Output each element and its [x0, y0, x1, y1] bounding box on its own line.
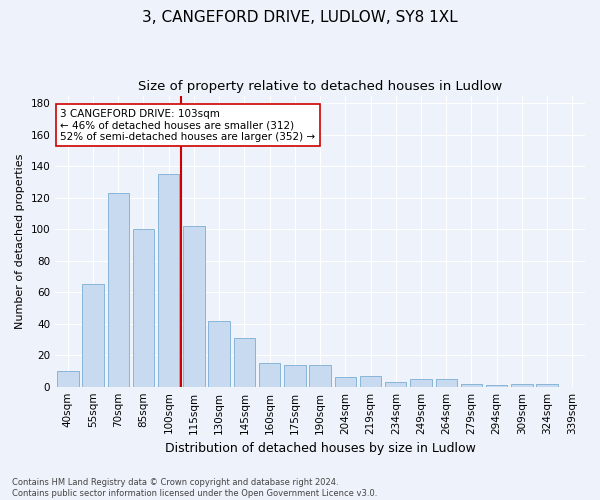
Bar: [133, 230, 154, 386]
Bar: [410, 379, 432, 386]
Title: Size of property relative to detached houses in Ludlow: Size of property relative to detached ho…: [138, 80, 502, 93]
Bar: [385, 382, 406, 386]
Y-axis label: Number of detached properties: Number of detached properties: [15, 154, 25, 329]
Text: 3, CANGEFORD DRIVE, LUDLOW, SY8 1XL: 3, CANGEFORD DRIVE, LUDLOW, SY8 1XL: [142, 10, 458, 25]
Bar: [259, 363, 280, 386]
Bar: [107, 193, 129, 386]
Bar: [335, 377, 356, 386]
Bar: [158, 174, 179, 386]
Text: Contains HM Land Registry data © Crown copyright and database right 2024.
Contai: Contains HM Land Registry data © Crown c…: [12, 478, 377, 498]
Bar: [82, 284, 104, 386]
Bar: [57, 371, 79, 386]
Text: 3 CANGEFORD DRIVE: 103sqm
← 46% of detached houses are smaller (312)
52% of semi: 3 CANGEFORD DRIVE: 103sqm ← 46% of detac…: [61, 108, 316, 142]
Bar: [233, 338, 255, 386]
Bar: [310, 364, 331, 386]
Bar: [536, 384, 558, 386]
Bar: [486, 385, 508, 386]
Bar: [284, 364, 305, 386]
Bar: [461, 384, 482, 386]
Bar: [208, 320, 230, 386]
Bar: [436, 379, 457, 386]
Bar: [183, 226, 205, 386]
Bar: [511, 384, 533, 386]
X-axis label: Distribution of detached houses by size in Ludlow: Distribution of detached houses by size …: [164, 442, 476, 455]
Bar: [360, 376, 381, 386]
